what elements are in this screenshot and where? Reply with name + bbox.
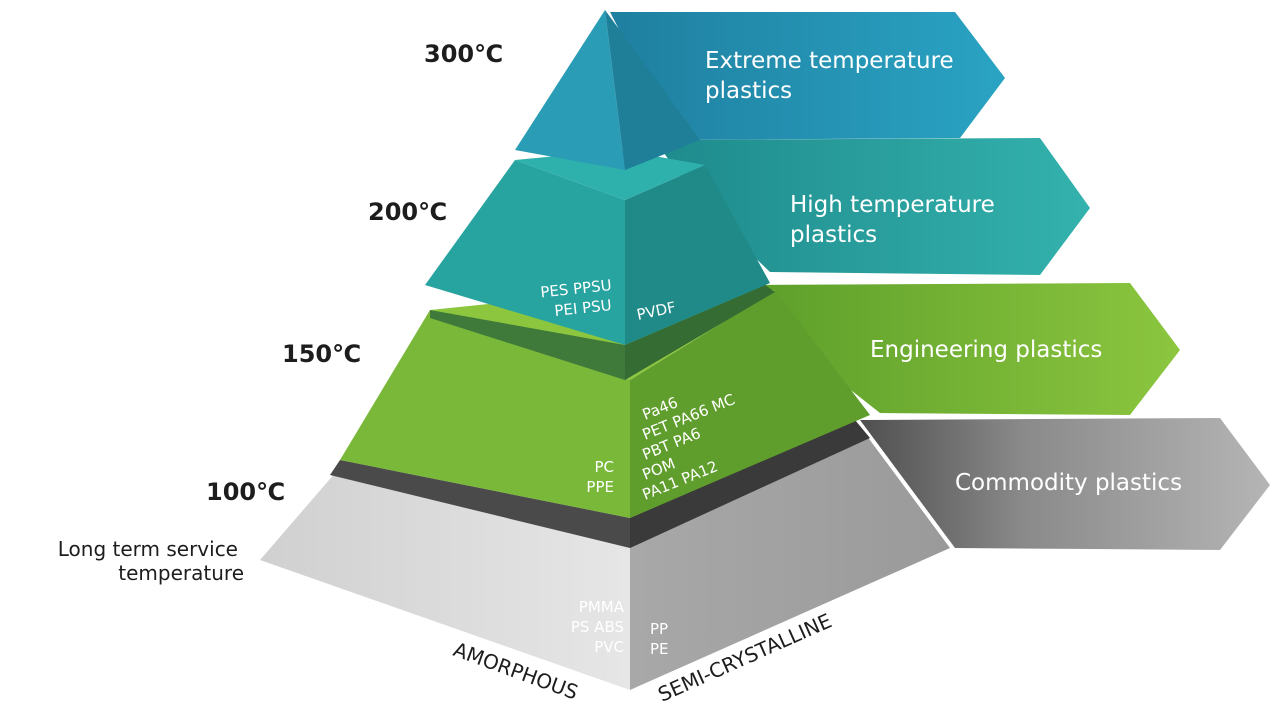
service-label-line2: temperature [118, 561, 244, 585]
high-label-line1: High temperature [790, 192, 995, 218]
arrow-engineering [745, 283, 1180, 415]
temp-150-label: 150℃ [282, 340, 361, 368]
high-label-line2: plastics [790, 222, 877, 248]
high-amorphous-line2: PEI PSU [554, 296, 613, 320]
tier-high [425, 150, 770, 345]
arrow-extreme [610, 12, 1005, 140]
arrow-commodity [860, 418, 1270, 550]
eng-amorphous-line2: PPE [586, 478, 614, 496]
com-amorphous-line1: PMMA [579, 598, 625, 616]
extreme-label-line2: plastics [705, 78, 792, 104]
tier-extreme [515, 10, 700, 170]
temp-100-label: 100℃ [206, 478, 285, 506]
engineering-label: Engineering plastics [870, 337, 1102, 363]
temp-300-label: 300℃ [424, 40, 503, 68]
band-dark [330, 420, 870, 548]
eng-amorphous-line1: PC [594, 458, 614, 476]
com-amorphous-line3: PVC [594, 638, 624, 656]
service-label-line1: Long term service [58, 537, 238, 561]
com-semi-line1: PP [650, 620, 668, 638]
temp-200-label: 200℃ [368, 198, 447, 226]
commodity-label: Commodity plastics [955, 470, 1182, 496]
com-semi-line2: PE [650, 640, 669, 658]
band-green-dark [430, 285, 775, 380]
arrow-high [655, 138, 1090, 275]
com-amorphous-line2: PS ABS [571, 618, 624, 636]
extreme-label-line1: Extreme temperature [705, 48, 954, 74]
